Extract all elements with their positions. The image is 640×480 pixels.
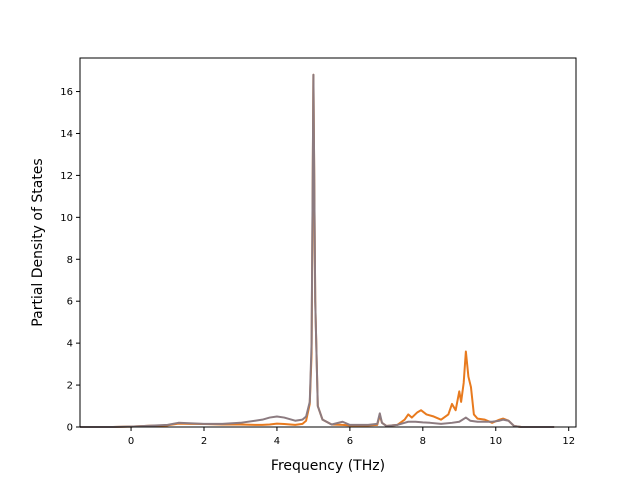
y-tick-label: 0 <box>67 423 73 434</box>
y-axis-label: Partial Density of States <box>30 158 46 326</box>
x-axis-label: Frequency (THz) <box>271 458 385 474</box>
x-tick-label: 4 <box>274 436 280 447</box>
x-tick-label: 10 <box>489 436 502 447</box>
x-tick-label: 8 <box>420 436 426 447</box>
y-tick-label: 10 <box>60 213 73 224</box>
series-line-2 <box>80 73 555 428</box>
x-tick-label: 2 <box>201 436 207 447</box>
y-tick-label: 14 <box>60 129 73 140</box>
series-layer <box>80 73 555 428</box>
y-tick-label: 2 <box>67 381 73 392</box>
x-tick-label: 12 <box>562 436 575 447</box>
y-tick-label: 16 <box>60 87 73 98</box>
x-tick-label: 0 <box>128 436 134 447</box>
y-axis: 0 2 4 6 8 10 12 14 16 <box>60 87 80 434</box>
x-axis: 0 2 4 6 8 10 12 <box>128 427 575 447</box>
plot-frame <box>79 57 577 428</box>
y-tick-label: 8 <box>67 255 73 266</box>
x-tick-label: 6 <box>347 436 353 447</box>
y-tick-label: 4 <box>67 339 73 350</box>
y-tick-label: 6 <box>67 297 73 308</box>
y-tick-label: 12 <box>60 171 73 182</box>
